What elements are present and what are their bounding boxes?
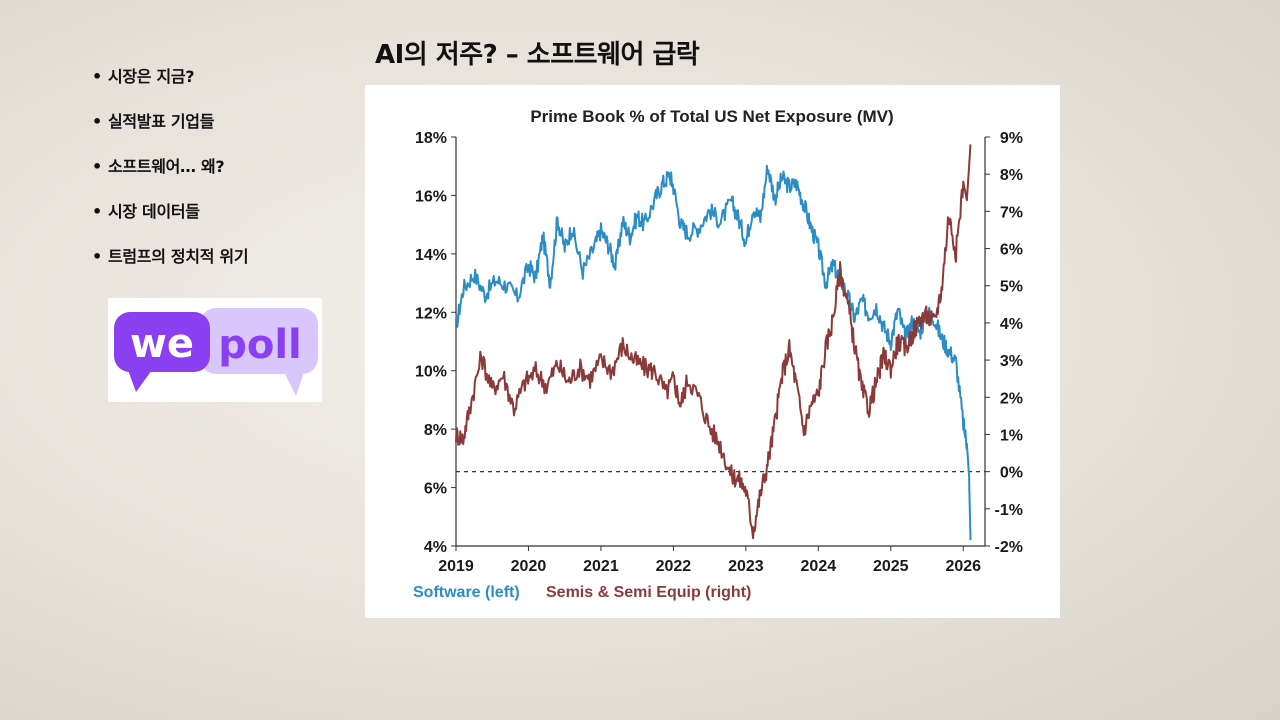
bullet-marker: • [92,157,102,176]
x-tick-label: 2025 [873,558,909,575]
y-right-tick-label: 8% [1000,167,1023,184]
y-left-tick-label: 8% [424,422,447,439]
y-left-tick-label: 18% [415,130,447,147]
wepoll-logo: we poll [108,298,322,402]
chart-tick-labels: 4% 6% 8% 10% 12% 14% 16% 18% -2% -1% 0% 1% 2% 3% 4% 5% 6… [415,130,1023,575]
legend-semis: Semis & Semi Equip (right) [546,584,751,601]
y-left-tick-label: 6% [424,481,447,498]
y-right-tick-label: 6% [1000,242,1023,259]
y-left-tick-label: 16% [415,188,447,205]
logo-bubble-light-tail [284,372,304,396]
y-right-tick-label: 9% [1000,130,1023,147]
bullet-text: 실적발표 기업들 [107,112,215,131]
chart-series [455,144,972,541]
line-chart: Prime Book % of Total US Net Exposure (M… [413,107,1023,601]
y-right-tick-label: 2% [1000,390,1023,407]
y-right-tick-label: -2% [995,539,1023,556]
y-right-tick-label: -1% [995,502,1023,519]
logo-graphic: we poll [114,308,318,396]
y-right-tick-label: 0% [1000,465,1023,482]
bullet-list: • 시장은 지금? • 실적발표 기업들 • 소프트웨어… 왜? • 시장 데이터들 •… [92,63,249,288]
bullet-text: 시장 데이터들 [107,202,200,221]
x-tick-label: 2021 [583,558,619,575]
bullet-marker: • [92,112,102,131]
y-left-tick-label: 14% [415,247,447,264]
bullet-marker: • [92,67,102,86]
logo-bubble-dark-tail [128,370,152,392]
y-left-tick-label: 10% [415,364,447,381]
semis-series-line [455,144,972,540]
y-right-tick-label: 7% [1000,204,1023,221]
y-right-tick-label: 4% [1000,316,1023,333]
chart-axes [451,136,990,551]
x-tick-label: 2019 [438,558,474,575]
bullet-text: 시장은 지금? [107,67,195,86]
slide-title: AI의 저주? – 소프트웨어 급락 [375,40,700,70]
logo-bubble-light [200,308,318,374]
bullet-text: 소프트웨어… 왜? [107,157,225,176]
y-left-tick-label: 12% [415,305,447,322]
logo-word-we: we [130,321,194,367]
y-right-tick-label: 1% [1000,427,1023,444]
chart-panel: Prime Book % of Total US Net Exposure (M… [365,85,1060,618]
bullet-item: • 트럼프의 정치적 위기 [92,243,249,288]
x-tick-label: 2026 [945,558,981,575]
bullet-item: • 시장 데이터들 [92,198,248,243]
y-right-tick-label: 3% [1000,353,1023,370]
logo-word-poll: poll [218,322,302,368]
bullet-item: • 시장은 지금? [92,63,248,108]
software-series-line [455,164,972,541]
bullet-item: • 소프트웨어… 왜? [92,153,248,198]
y-right-tick-label: 5% [1000,279,1023,296]
chart-title: Prime Book % of Total US Net Exposure (M… [530,107,893,126]
x-tick-label: 2022 [656,558,692,575]
chart-legend: Software (left) Semis & Semi Equip (right… [413,584,751,601]
bullet-marker: • [92,202,102,221]
x-tick-label: 2023 [728,558,764,575]
legend-software: Software (left) [413,584,520,601]
logo-bubble-dark [114,312,210,372]
x-tick-label: 2024 [801,558,837,575]
bullet-text: 트럼프의 정치적 위기 [107,247,249,266]
y-left-tick-label: 4% [424,539,447,556]
bullet-marker: • [92,247,102,266]
bullet-item: • 실적발표 기업들 [92,108,248,153]
x-tick-label: 2020 [511,558,547,575]
